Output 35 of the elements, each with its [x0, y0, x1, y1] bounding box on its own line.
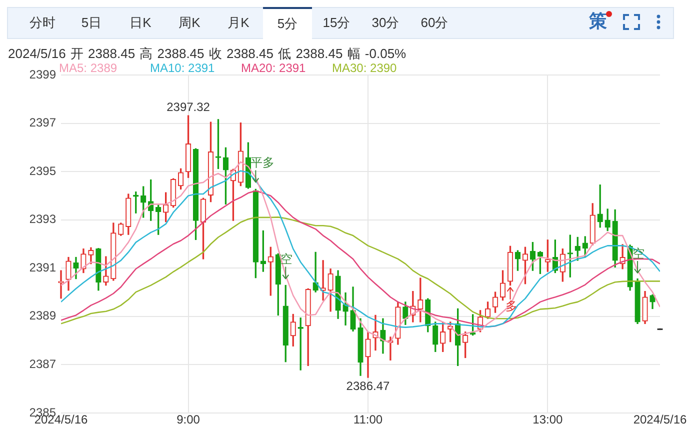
tab[interactable]: 30分: [361, 7, 410, 39]
fullscreen-icon[interactable]: [623, 14, 640, 30]
chart-subtitle: 2024/5/16 开 2388.45 高 2388.45 收 2388.45 低 2388.45 幅 -0.05%: [8, 46, 406, 62]
text: MA20: 2391: [241, 61, 307, 75]
candlestick: [320, 260, 326, 301]
tab[interactable]: 日K: [116, 7, 165, 39]
y-tick-label: 2391: [29, 260, 56, 274]
y-tick-label: 2397: [29, 116, 56, 130]
text: 2386.47: [346, 378, 390, 393]
tab[interactable]: 周K: [165, 7, 214, 39]
tab[interactable]: 月K: [214, 7, 263, 39]
text: MA10: 2391: [150, 61, 216, 75]
tab[interactable]: 15分: [312, 7, 361, 39]
y-tick-label: 2395: [29, 164, 56, 178]
x-tick-label: 2024/5/16: [633, 412, 688, 426]
text: 2397.32: [166, 100, 210, 114]
tab[interactable]: 分时: [18, 7, 67, 39]
x-tick-label: 13:00: [532, 412, 564, 426]
tab[interactable]: 5分: [263, 7, 312, 40]
menu-icon[interactable]: [656, 14, 661, 30]
y-tick-label: 2389: [29, 308, 56, 323]
annotation: 空: [280, 252, 293, 266]
x-tick-label: 9:00: [176, 412, 200, 426]
tab[interactable]: 5日: [67, 7, 116, 39]
candlestick: [58, 270, 64, 299]
y-tick-label: 2393: [29, 212, 56, 226]
text: MA5: 2389: [59, 61, 118, 75]
text: 策: [589, 11, 607, 31]
candlestick: [312, 252, 318, 292]
text: MA30: 2390: [332, 61, 398, 75]
annotation: 多: [505, 298, 518, 313]
y-tick-label: 2399: [29, 67, 56, 82]
y-tick-label: 2387: [29, 357, 56, 372]
x-tick-label: 11:00: [353, 412, 383, 426]
tab[interactable]: 60分: [410, 7, 459, 39]
